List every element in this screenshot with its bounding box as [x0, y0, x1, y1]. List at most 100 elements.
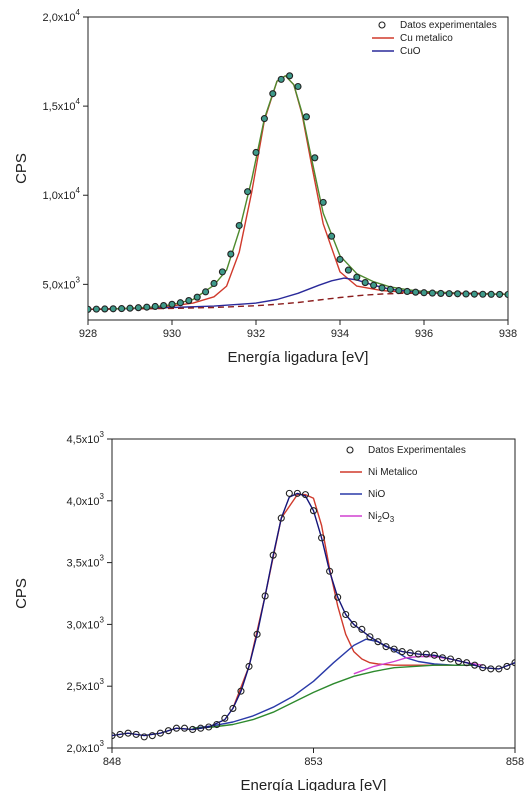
data-point	[496, 290, 504, 298]
data-point	[358, 625, 366, 633]
y-tick-exponent: 3	[100, 554, 105, 563]
y-tick-exponent: 3	[100, 615, 105, 624]
data-point	[336, 255, 344, 263]
data-point	[124, 729, 132, 737]
data-point	[109, 305, 117, 313]
data-point	[286, 72, 294, 80]
legend-label: Ni2O3	[368, 511, 395, 524]
data-point	[176, 299, 184, 307]
data-point	[319, 198, 327, 206]
y-tick-label: 4,5x103	[67, 430, 105, 446]
data-point	[361, 279, 369, 287]
data-point	[221, 714, 229, 722]
y-tick-mantissa: 2,5x10	[67, 681, 100, 693]
series-line-4	[88, 292, 508, 310]
y-tick-exponent: 4	[76, 8, 81, 17]
data-point	[156, 729, 164, 737]
data-point	[245, 662, 253, 670]
x-tick-label: 858	[506, 756, 524, 768]
y-tick-exponent: 3	[100, 492, 105, 501]
data-point	[301, 491, 309, 499]
legend-label: Cu metalico	[400, 33, 453, 44]
data-point	[412, 288, 420, 296]
y-tick-mantissa: 2,0x10	[67, 743, 100, 755]
data-point	[116, 730, 124, 738]
y-axis-label: CPS	[13, 578, 30, 609]
data-point	[403, 287, 411, 296]
data-point	[350, 620, 358, 628]
data-point	[244, 188, 252, 196]
data-point	[445, 290, 453, 298]
y-tick-label: 3,5x103	[67, 554, 105, 570]
y-tick-mantissa: 3,0x10	[67, 619, 100, 631]
x-tick-label: 853	[304, 756, 322, 768]
data-point	[235, 221, 243, 230]
legend-marker	[346, 446, 354, 454]
data-point	[370, 281, 378, 289]
data-point	[390, 645, 398, 653]
data-point	[406, 649, 414, 657]
data-point	[185, 297, 193, 305]
y-tick-label: 5,0x103	[43, 275, 81, 291]
data-point	[414, 650, 422, 658]
data-point	[193, 293, 201, 301]
data-point	[382, 643, 390, 651]
data-point	[479, 290, 487, 298]
data-point	[318, 534, 326, 542]
y-tick-label: 1,0x104	[43, 186, 81, 202]
data-point	[395, 287, 403, 295]
data-point	[293, 489, 301, 497]
legend-label: Ni Metalico	[368, 467, 418, 478]
data-point	[311, 154, 319, 162]
data-point	[437, 289, 445, 297]
y-tick-label: 3,0x103	[67, 615, 105, 631]
data-point	[180, 724, 189, 732]
x-tick-label: 938	[499, 328, 517, 340]
data-point	[422, 650, 430, 658]
data-point	[213, 720, 221, 729]
data-point	[463, 659, 471, 667]
data-point	[462, 290, 470, 298]
y-tick-exponent: 3	[100, 430, 105, 439]
x-axis-label: Energía Ligadura [eV]	[241, 777, 387, 791]
x-tick-label: 930	[163, 328, 181, 340]
data-point	[428, 289, 436, 297]
data-point	[455, 657, 463, 666]
data-point	[101, 305, 109, 313]
plot-frame	[87, 16, 509, 321]
data-point	[197, 724, 205, 732]
series-line-2	[192, 638, 475, 729]
data-point	[229, 704, 237, 712]
y-tick-label: 4,0x103	[67, 492, 105, 508]
data-point	[172, 724, 181, 732]
data-point	[132, 730, 140, 738]
data-point	[378, 284, 386, 292]
data-point	[160, 302, 168, 310]
series-line-4	[192, 664, 475, 729]
data-point	[277, 75, 285, 83]
legend: Datos experimentales Cu metalico CuO	[372, 20, 497, 57]
legend-label: CuO	[400, 46, 421, 57]
data-point	[140, 733, 148, 741]
data-point	[237, 687, 245, 695]
x-tick-label: 934	[331, 328, 349, 340]
data-point	[260, 115, 268, 123]
y-tick-exponent: 3	[76, 275, 81, 284]
data-point	[269, 90, 277, 98]
data-point	[148, 732, 156, 740]
data-point	[164, 727, 172, 735]
data-point	[446, 655, 455, 663]
legend: Datos Experimentales Ni Metalico NiO Ni2O3	[340, 445, 466, 524]
y-tick-mantissa: 4,5x10	[67, 434, 100, 446]
y-tick-label: 2,5x103	[67, 677, 105, 693]
y-tick-mantissa: 2,0x10	[43, 12, 76, 24]
data-point	[366, 633, 374, 641]
data-point	[92, 305, 100, 313]
data-point	[438, 654, 447, 662]
y-tick-label: 2,0x104	[43, 8, 81, 24]
y-tick-exponent: 4	[76, 97, 81, 106]
data-point	[503, 662, 511, 670]
legend-label: Datos experimentales	[400, 20, 497, 31]
y-tick-mantissa: 3,5x10	[67, 558, 100, 570]
y-tick-mantissa: 1,5x10	[43, 101, 76, 113]
